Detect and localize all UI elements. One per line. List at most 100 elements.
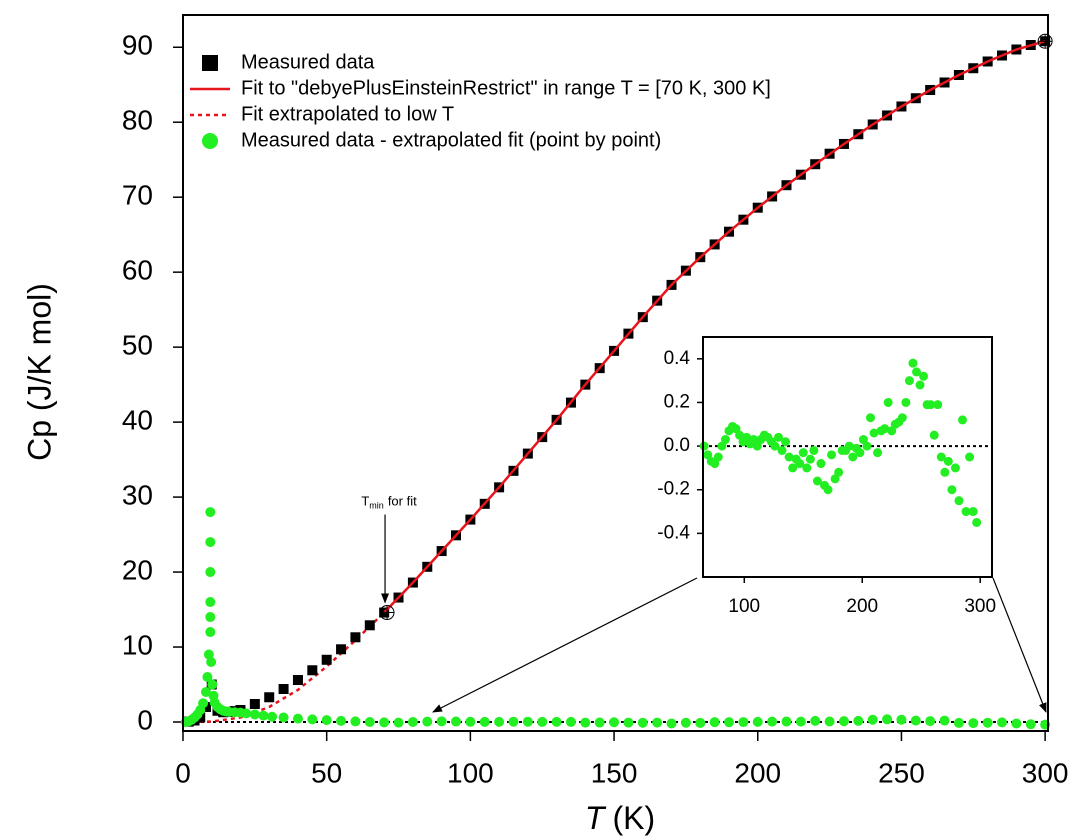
data-point [695, 717, 706, 728]
data-square [364, 620, 375, 631]
x-tick-label: 100 [447, 757, 494, 788]
x-tick-label: 150 [591, 757, 638, 788]
data-point [901, 397, 911, 407]
data-point [838, 716, 849, 727]
data-point [912, 367, 922, 377]
data-point [1025, 719, 1036, 730]
y-tick-label: 30 [122, 479, 153, 510]
data-point [350, 716, 361, 727]
data-point [522, 716, 533, 727]
y-tick-label: 70 [122, 180, 153, 211]
data-point [465, 716, 476, 727]
data-point [451, 716, 462, 727]
data-point [809, 445, 819, 455]
x-axis-unit: (K) [612, 800, 655, 836]
data-point [203, 649, 214, 660]
data-square [292, 675, 303, 686]
data-point [947, 485, 957, 495]
data-point [805, 454, 815, 464]
data-point [407, 717, 418, 728]
legend-label: Fit extrapolated to low T [241, 103, 454, 125]
data-point [623, 717, 634, 728]
y-tick-label: 0.2 [664, 391, 690, 412]
annotation-suffix: for fit [388, 494, 417, 509]
data-square [249, 699, 260, 710]
y-tick-label: 50 [122, 330, 153, 361]
data-point [896, 714, 907, 725]
data-point [954, 496, 964, 506]
data-square [336, 644, 347, 655]
data-square [278, 684, 289, 695]
inset-connector [432, 577, 698, 713]
data-point [205, 597, 216, 608]
data-point [292, 713, 303, 724]
data-point [926, 400, 936, 410]
data-point [795, 716, 806, 727]
data-point [508, 716, 519, 727]
y-axis-label: Cp (J/K mol) [21, 283, 57, 461]
data-point [972, 517, 982, 527]
data-point [479, 716, 490, 727]
annotation-subscript: min [369, 501, 384, 511]
data-point [307, 714, 318, 725]
data-point [869, 428, 879, 438]
data-point [866, 413, 876, 423]
data-point [816, 459, 826, 469]
data-point [777, 445, 787, 455]
data-point [812, 476, 822, 486]
y-tick-label: 60 [122, 255, 153, 286]
data-point [968, 718, 979, 729]
data-point [205, 537, 216, 548]
y-tick-label: 10 [122, 629, 153, 660]
data-point [827, 450, 837, 460]
data-square [264, 692, 275, 703]
data-point [823, 485, 833, 495]
annotation-text: T [361, 494, 369, 509]
data-point [436, 716, 447, 727]
legend-marker [202, 55, 218, 71]
data-point [919, 371, 929, 381]
legend-label: Measured data - extrapolated fit (point … [241, 129, 661, 151]
data-point [883, 397, 893, 407]
data-point [637, 717, 648, 728]
data-point [770, 441, 780, 451]
data-point [867, 714, 878, 725]
data-point [968, 507, 978, 517]
data-point [494, 716, 505, 727]
data-point [810, 715, 821, 726]
data-point [258, 710, 269, 721]
data-point [207, 679, 218, 690]
data-point [205, 627, 216, 638]
data-point [267, 711, 278, 722]
data-point [205, 507, 216, 518]
inset-chart: 100 200 300 -0.4 -0.2 0.0 0.2 0.4 [657, 336, 996, 617]
plot-frame [702, 336, 993, 578]
data-point [551, 716, 562, 727]
data-point [781, 716, 792, 727]
data-point [961, 507, 971, 517]
highlight-cross [380, 605, 395, 620]
data-point [565, 716, 576, 727]
y-tick-label: -0.2 [657, 479, 690, 500]
data-point [713, 452, 723, 462]
data-point [773, 432, 783, 442]
data-point [834, 467, 844, 477]
data-point [958, 415, 968, 425]
data-point [200, 687, 211, 698]
data-point [798, 448, 808, 458]
data-point [882, 714, 893, 725]
y-tick-label: 20 [122, 554, 153, 585]
data-point [788, 463, 798, 473]
y-tick-label: 80 [122, 105, 153, 136]
x-tick-label: 300 [1022, 757, 1069, 788]
data-point [202, 672, 213, 683]
data-point [594, 717, 605, 728]
data-point [205, 567, 216, 578]
data-point [940, 467, 950, 477]
data-point [936, 452, 946, 462]
x-tick-label: 250 [878, 757, 925, 788]
data-point [925, 716, 936, 727]
data-point [953, 717, 964, 728]
data-point [205, 612, 216, 623]
data-point [915, 380, 925, 390]
